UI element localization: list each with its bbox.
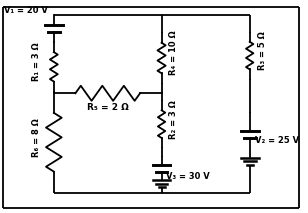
Text: R₃ = 5 Ω: R₃ = 5 Ω	[257, 31, 266, 70]
Text: V₁ = 20 V: V₁ = 20 V	[4, 6, 48, 15]
Text: V₂ = 25 V: V₂ = 25 V	[255, 136, 299, 145]
Text: R₆ = 8 Ω: R₆ = 8 Ω	[32, 118, 41, 157]
Text: R₄ = 10 Ω: R₄ = 10 Ω	[169, 31, 178, 75]
Text: V₃ = 30 V: V₃ = 30 V	[166, 171, 210, 181]
Text: R₁ = 3 Ω: R₁ = 3 Ω	[32, 43, 41, 81]
Text: R₂ = 3 Ω: R₂ = 3 Ω	[169, 100, 178, 139]
Text: R₅ = 2 Ω: R₅ = 2 Ω	[87, 103, 129, 112]
